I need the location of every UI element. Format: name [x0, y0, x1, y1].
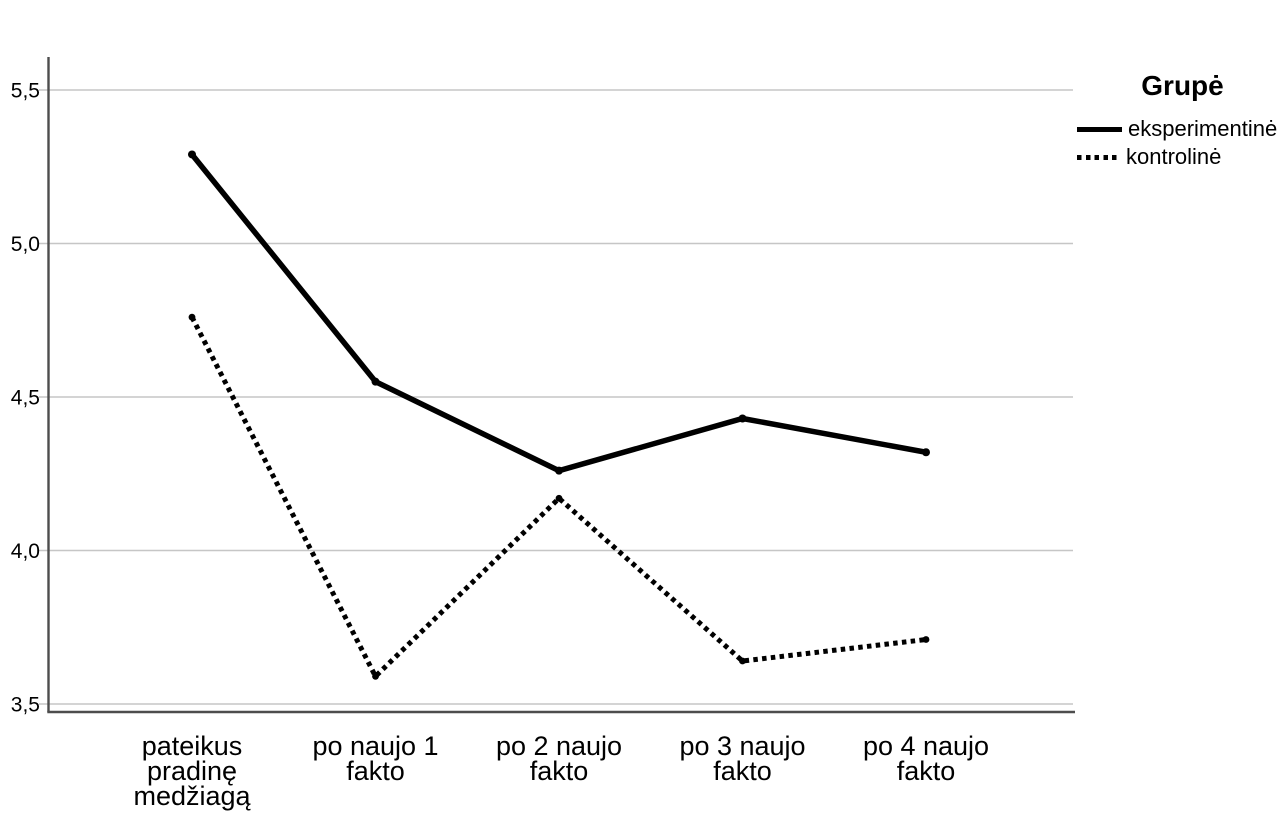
- legend-items: eksperimentinė kontrolinė: [1077, 115, 1288, 171]
- data-point-marker: [555, 466, 563, 475]
- data-point-marker: [922, 636, 930, 643]
- x-category-label: po naujo 1 fakto: [312, 731, 438, 786]
- legend-item-eksperimentine: eksperimentinė: [1077, 115, 1288, 143]
- x-category-label: po 3 naujo fakto: [679, 731, 805, 786]
- x-category-label: po 4 naujo fakto: [863, 731, 989, 786]
- x-category-label: pateikus pradinę medžiagą: [133, 731, 251, 811]
- legend-item-kontroline: kontrolinė: [1077, 143, 1288, 171]
- x-category-label: po 2 naujo fakto: [496, 731, 622, 786]
- y-tick-label: 4,5: [11, 387, 40, 410]
- legend-label-kontroline: kontrolinė: [1126, 144, 1222, 169]
- y-tick-label: 5,5: [11, 80, 40, 103]
- y-tick-label: 3,5: [11, 694, 40, 717]
- series-line-eksperimentine: [189, 152, 927, 474]
- legend: Grupė eksperimentinė kontrolinė: [1077, 69, 1288, 171]
- legend-label-eksperimentine: eksperimentinė: [1128, 116, 1278, 141]
- data-point-marker: [738, 414, 747, 423]
- data-point-marker: [188, 313, 196, 321]
- y-tick-label: 4,0: [11, 540, 40, 563]
- dotted-line-swatch: [1077, 154, 1120, 160]
- data-point-marker: [922, 448, 930, 457]
- data-point-marker: [555, 494, 563, 502]
- legend-title: Grupė: [1141, 70, 1224, 101]
- data-point-marker: [739, 657, 746, 665]
- solid-line-swatch: [1077, 126, 1122, 132]
- data-point-marker: [371, 377, 380, 386]
- y-tick-label: 5,0: [11, 233, 40, 256]
- data-point-marker: [188, 150, 196, 159]
- data-point-marker: [372, 672, 379, 680]
